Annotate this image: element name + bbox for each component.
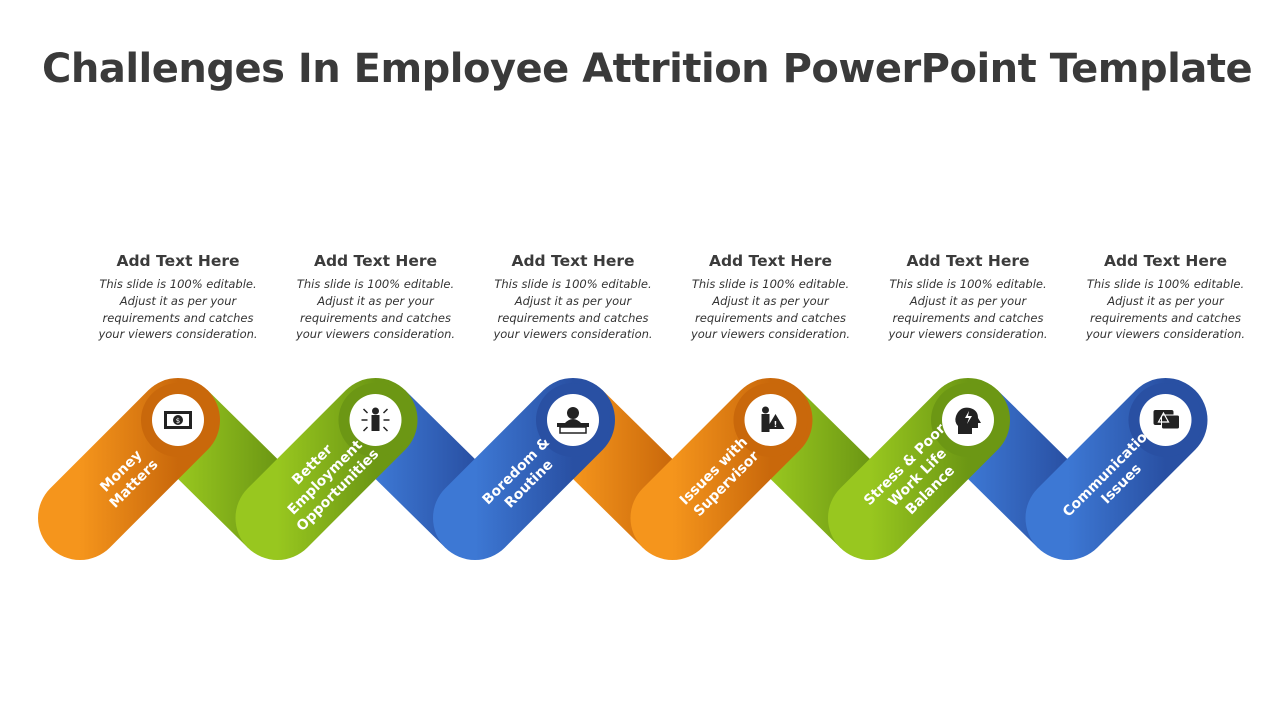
text-block-body: This slide is 100% editable. Adjust it a…: [295, 277, 456, 342]
svg-text:$: $: [176, 417, 180, 425]
head-lightning-icon: [955, 407, 981, 434]
icon-circle: [744, 394, 797, 446]
text-block: Add Text Here This slide is 100% editable…: [1081, 252, 1251, 343]
text-block: Add Text Here This slide is 100% editable…: [686, 252, 856, 343]
step-6: CommunicationIssues: [1025, 378, 1208, 560]
text-block: Add Text Here This slide is 100% editable…: [291, 252, 461, 343]
step-3: Boredom &Routine: [433, 378, 615, 560]
text-block-heading: Add Text Here: [1103, 252, 1228, 270]
step-2: BetterEmploymentOpportunities: [235, 378, 418, 560]
slide-title: Challenges In Employee Attrition PowerPo…: [42, 46, 1253, 92]
text-block-body: This slide is 100% editable. Adjust it a…: [1085, 277, 1246, 342]
step-4: !Issues withSupervisor: [630, 378, 813, 560]
bored-person-desk-icon: [557, 407, 589, 434]
text-block: Add Text Here This slide is 100% editable…: [883, 252, 1053, 343]
step-1: $MoneyMatters: [38, 378, 220, 560]
businessman-arrows-icon: [361, 407, 390, 432]
text-block-heading: Add Text Here: [708, 252, 833, 270]
text-block-heading: Add Text Here: [116, 252, 240, 270]
text-block-body: This slide is 100% editable. Adjust it a…: [690, 277, 851, 342]
text-block-heading: Add Text Here: [906, 252, 1030, 270]
svg-text:!: !: [774, 420, 778, 429]
chat-warning-icon: [1153, 410, 1180, 430]
text-block-body: This slide is 100% editable. Adjust it a…: [888, 277, 1048, 342]
text-block-body: This slide is 100% editable. Adjust it a…: [98, 277, 258, 342]
text-block-body: This slide is 100% editable. Adjust it a…: [493, 277, 653, 342]
text-block-heading: Add Text Here: [313, 252, 438, 270]
person-warning-icon: !: [761, 406, 785, 432]
step-5: Stress & PoorWork LifeBalance: [828, 378, 1010, 560]
text-block: Add Text Here This slide is 100% editable…: [93, 252, 263, 343]
text-block-heading: Add Text Here: [511, 252, 635, 270]
text-block: Add Text Here This slide is 100% editable…: [488, 252, 658, 343]
money-bill-icon: $: [164, 411, 192, 429]
